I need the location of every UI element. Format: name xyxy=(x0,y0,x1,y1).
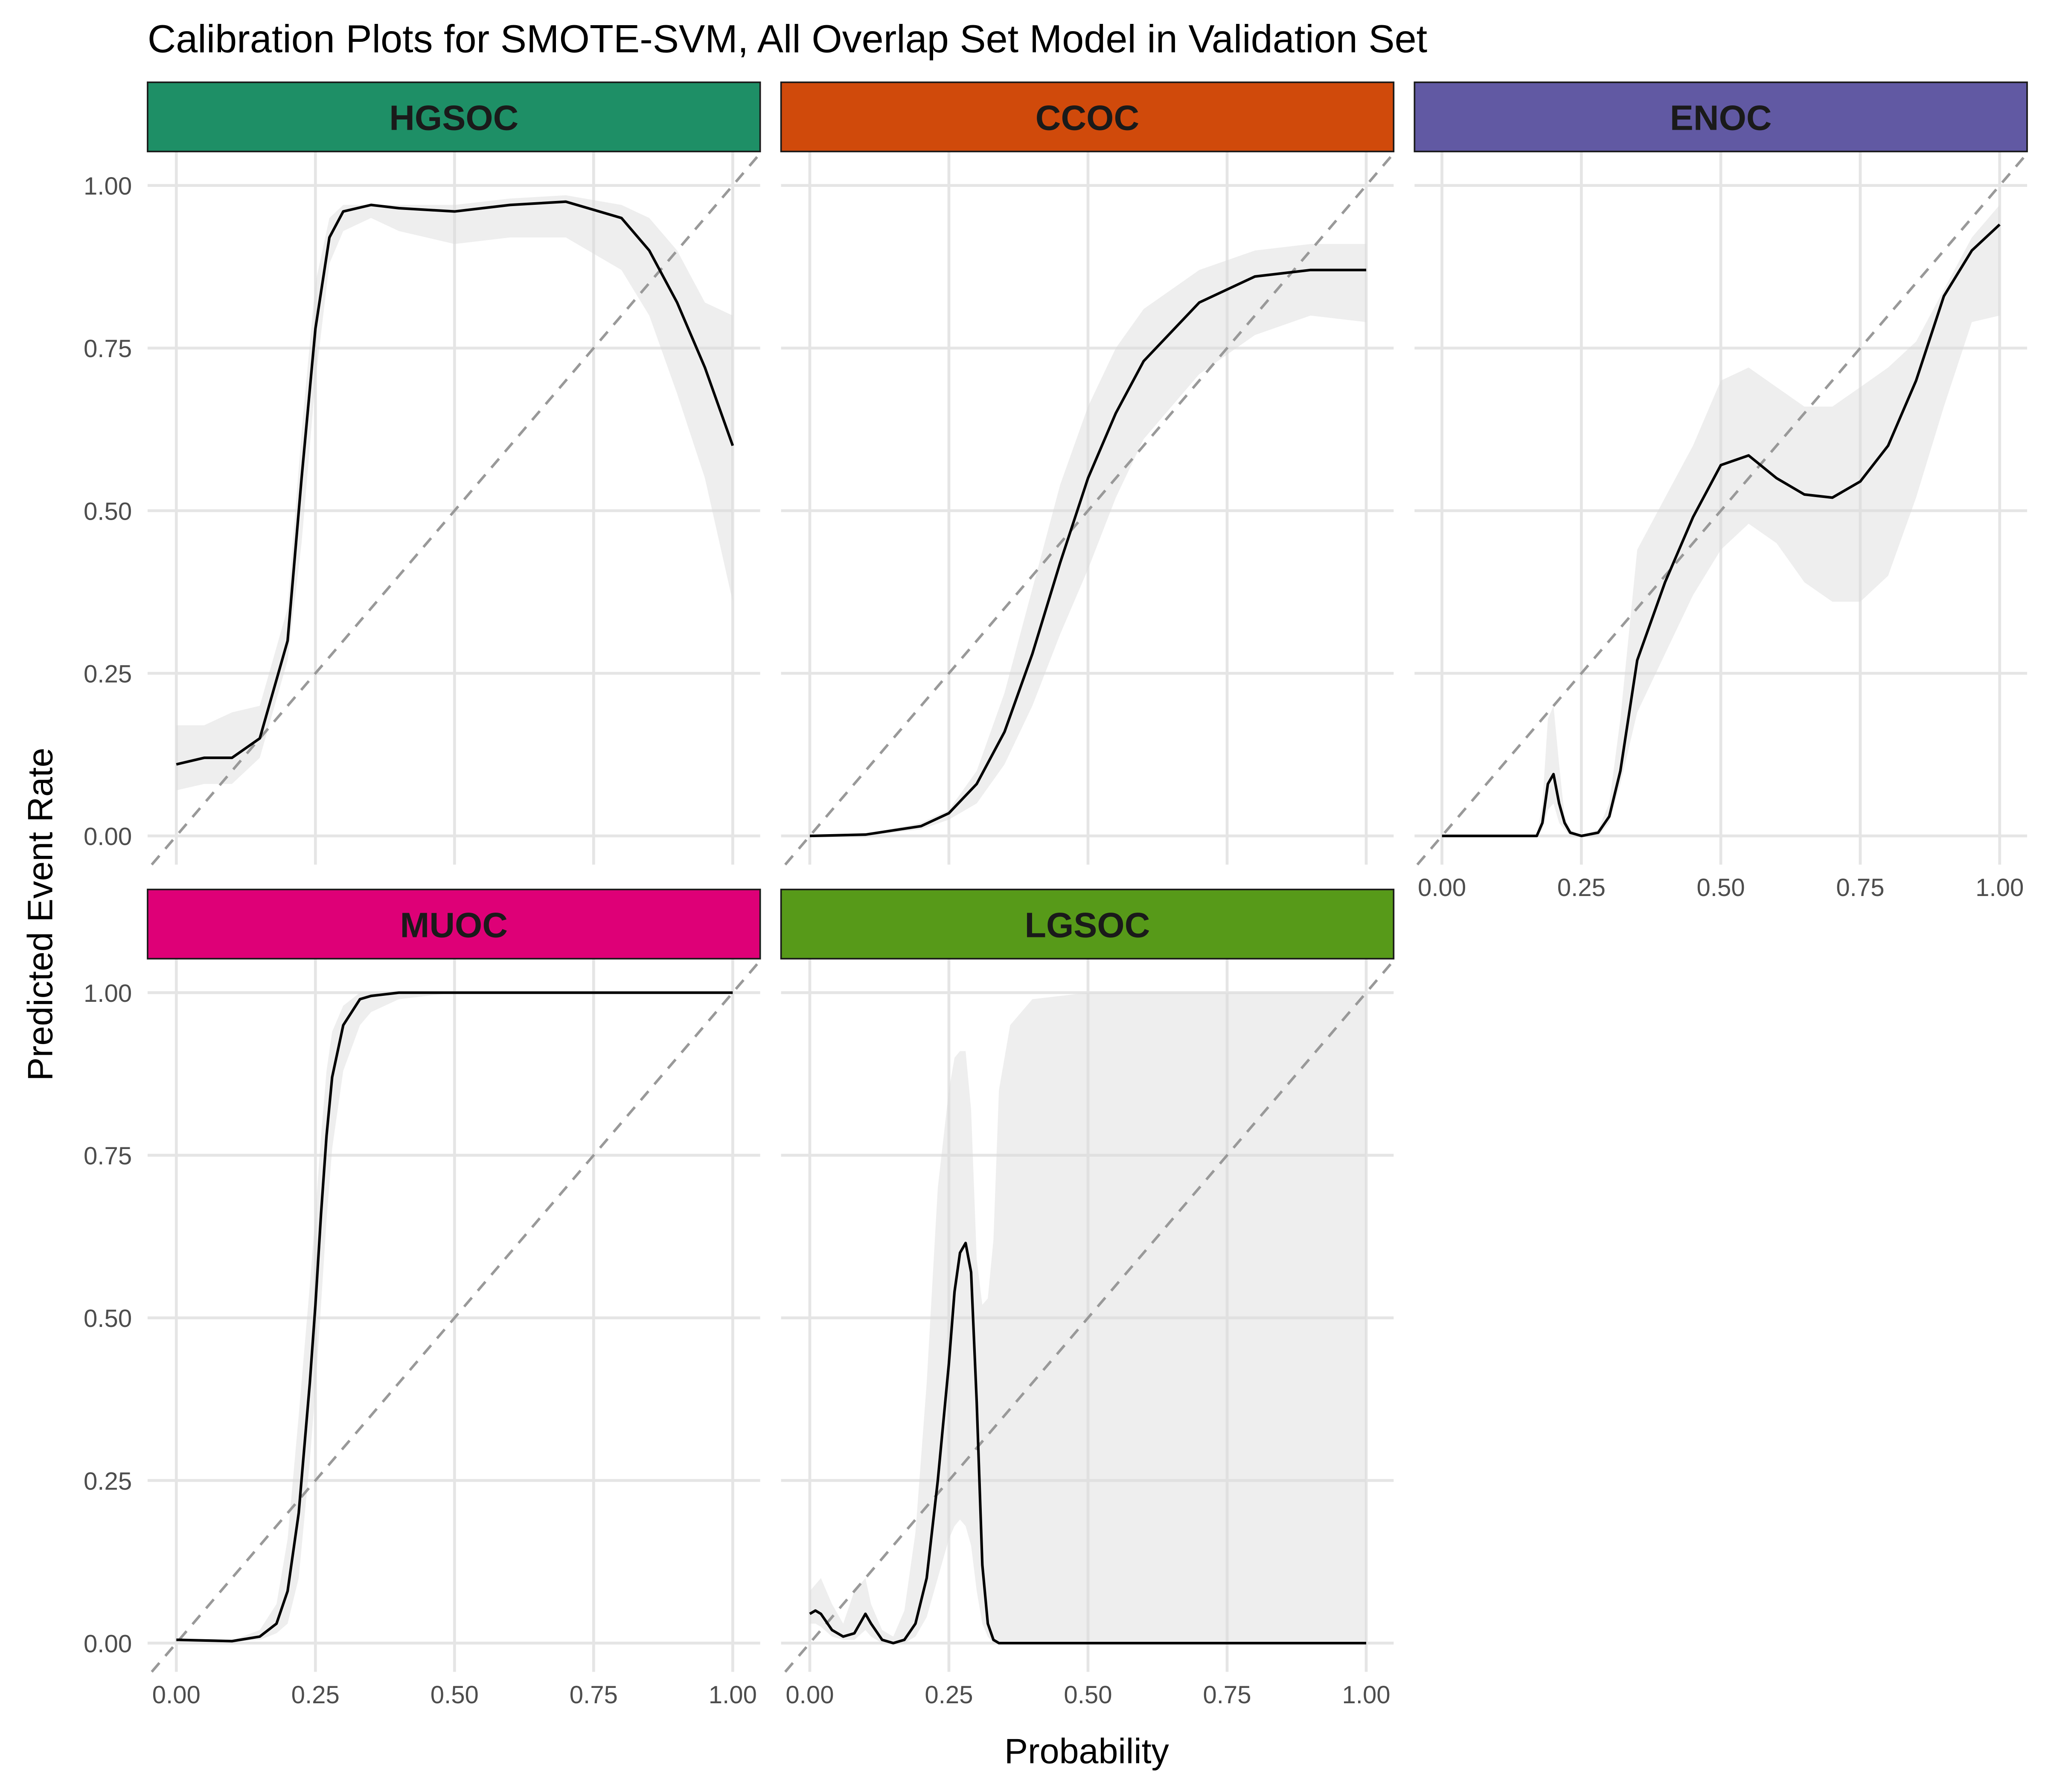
y-tick-label: 0.25 xyxy=(84,1467,132,1495)
x-tick-label: 0.50 xyxy=(431,1681,479,1709)
y-tick-label: 0.75 xyxy=(84,335,132,363)
y-tick-label: 1.00 xyxy=(84,980,132,1007)
y-tick-label: 0.00 xyxy=(84,1630,132,1658)
x-tick-label: 0.25 xyxy=(925,1681,973,1709)
strip-label: LGSOC xyxy=(1025,905,1150,945)
strip-background xyxy=(780,81,1395,152)
strip-background xyxy=(147,81,761,152)
calibration-curve xyxy=(176,991,733,1643)
x-tick-label: 0.25 xyxy=(291,1681,340,1709)
calibration-curve xyxy=(176,200,734,766)
y-tick-label: 0.50 xyxy=(84,1305,132,1332)
strip-background xyxy=(780,888,1395,960)
strip-label: MUOC xyxy=(400,905,508,945)
grid xyxy=(781,958,1394,1672)
facet-strip: HGSOC xyxy=(147,81,761,152)
facet-strip: LGSOC xyxy=(780,888,1395,960)
panel-lgsoc: LGSOC 0.00 0.25 0.50 0.75 1.00 xyxy=(780,888,1395,1709)
grid xyxy=(147,958,760,1672)
strip-label: ENOC xyxy=(1670,98,1772,138)
reference-line xyxy=(151,960,761,1673)
reference-line xyxy=(1416,152,2028,866)
x-tick-label: 0.50 xyxy=(1064,1681,1112,1709)
y-axis-title: Predicted Event Rate xyxy=(20,748,60,1081)
x-tick-label: 0.25 xyxy=(1557,874,1606,902)
y-tick-label: 0.75 xyxy=(84,1142,132,1170)
x-tick-label: 0.00 xyxy=(152,1681,201,1709)
grid xyxy=(781,151,1394,865)
x-tick-label: 0.00 xyxy=(785,1681,834,1709)
x-tick-label: 0.75 xyxy=(1836,874,1884,902)
chart-title: Calibration Plots for SMOTE-SVM, All Ove… xyxy=(148,17,1427,61)
reference-line xyxy=(784,960,1395,1673)
x-tick-label: 1.00 xyxy=(709,1681,757,1709)
confidence-band xyxy=(809,244,1367,836)
strip-background xyxy=(147,888,761,960)
facet-strip: MUOC xyxy=(147,888,761,960)
calibration-curve xyxy=(809,268,1367,838)
x-tick-label: 0.50 xyxy=(1697,874,1745,902)
panel-muoc: MUOC 0.00 0.25 0.50 0.75 1.00 0.00 0.25 0.50 0.75… xyxy=(84,888,761,1709)
strip-label: HGSOC xyxy=(389,98,518,138)
panel-ccoc: CCOC xyxy=(780,81,1395,866)
x-tick-label: 1.00 xyxy=(1342,1681,1390,1709)
confidence-band xyxy=(176,195,733,791)
y-tick-label: 0.25 xyxy=(84,660,132,688)
facet-strip: CCOC xyxy=(780,81,1395,152)
x-tick-label: 0.75 xyxy=(570,1681,618,1709)
y-tick-label: 1.00 xyxy=(84,172,132,200)
panel-hgsoc: HGSOC 0.00 0.25 0.50 0.75 1.00 xyxy=(84,81,761,866)
x-tick-label: 0.75 xyxy=(1203,1681,1251,1709)
x-tick-label: 0.00 xyxy=(1418,874,1466,902)
x-axis-title: Probability xyxy=(1004,1731,1169,1771)
panel-enoc: ENOC 0.00 0.25 0.50 0.75 1.00 xyxy=(1414,81,2028,902)
y-tick-label: 0.50 xyxy=(84,497,132,525)
reference-line xyxy=(151,152,761,866)
strip-background xyxy=(1414,81,2028,152)
facet-strip: ENOC xyxy=(1414,81,2028,152)
calibration-curve xyxy=(1442,223,2001,838)
calibration-curve xyxy=(809,1242,1367,1645)
x-tick-label: 1.00 xyxy=(1975,874,2024,902)
facet-panels: HGSOC 0.00 0.25 0.50 0.75 1.00 CCOC ENOC 0.00 0.2… xyxy=(84,81,2028,1709)
strip-label: CCOC xyxy=(1036,98,1139,138)
confidence-band xyxy=(1442,205,2000,836)
y-tick-label: 0.00 xyxy=(84,823,132,851)
